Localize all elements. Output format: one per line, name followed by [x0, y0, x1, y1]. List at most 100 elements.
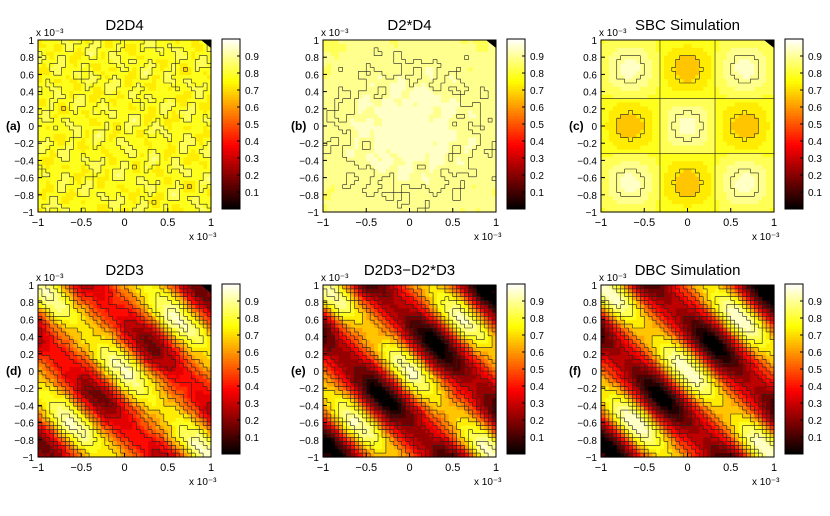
heatmap-cell [112, 208, 118, 213]
heatmap-cell [362, 153, 367, 158]
heatmap-cell [183, 118, 189, 123]
heatmap-cell [770, 63, 775, 68]
heatmap-cell [334, 59, 340, 65]
heatmap-cell [679, 55, 685, 61]
heatmap-cell [683, 71, 689, 76]
heatmap-cell [203, 157, 208, 162]
heatmap-cell [65, 208, 71, 213]
heatmap-cell [175, 172, 181, 178]
colorbar-segment [222, 86, 240, 90]
heatmap-cell [85, 63, 90, 68]
heatmap-cell [175, 129, 181, 135]
heatmap-cell [413, 149, 418, 154]
heatmap-cell [409, 122, 415, 127]
heatmap-cell [766, 79, 771, 84]
heatmap-cell [417, 63, 422, 68]
heatmap-cell [136, 133, 141, 139]
heatmap-cell [381, 153, 387, 158]
heatmap-cell [108, 149, 114, 154]
heatmap-cell [183, 176, 189, 182]
heatmap-cell [456, 165, 462, 170]
heatmap-cell [472, 180, 477, 186]
heatmap-cell [69, 83, 74, 88]
heatmap-cell [191, 118, 196, 123]
heatmap-cell [378, 153, 383, 158]
heatmap-cell [159, 63, 165, 68]
heatmap-cell [195, 67, 200, 72]
heatmap-cell [61, 86, 67, 92]
heatmap-cell [476, 165, 481, 170]
heatmap-cell [49, 133, 55, 139]
heatmap-cell [492, 106, 497, 111]
heatmap-cell [65, 133, 71, 139]
heatmap-cell [480, 51, 485, 57]
heatmap-cell [163, 110, 169, 115]
heatmap-cell [754, 106, 759, 111]
heatmap-cell [136, 102, 141, 108]
heatmap-cell [183, 165, 189, 170]
heatmap-cell [155, 75, 161, 80]
heatmap-cell [195, 157, 200, 162]
heatmap-cell [73, 55, 78, 61]
heatmap-cell [175, 40, 181, 45]
heatmap-cell [152, 161, 157, 166]
heatmap-cell [207, 126, 212, 131]
heatmap-cell [108, 98, 114, 104]
heatmap-cell [437, 180, 442, 186]
heatmap-cell [707, 75, 712, 80]
heatmap-cell [338, 153, 344, 158]
heatmap-cell [421, 110, 426, 115]
heatmap-cell [41, 137, 47, 143]
heatmap-cell [326, 126, 332, 131]
heatmap-cell [49, 122, 55, 127]
heatmap-cell [464, 141, 470, 147]
heatmap-cell [425, 200, 430, 205]
heatmap-cell [738, 47, 744, 53]
heatmap-cell [334, 83, 340, 88]
heatmap-cell [378, 161, 383, 166]
heatmap-cell [370, 184, 375, 190]
heatmap-cell [726, 106, 732, 111]
heatmap-cell [695, 75, 700, 80]
heatmap-cell [354, 98, 359, 104]
heatmap-cell [703, 71, 708, 76]
heatmap-cell [492, 172, 497, 178]
heatmap-cell [136, 40, 141, 45]
heatmap-cell [444, 118, 450, 123]
heatmap-cell [608, 67, 614, 72]
heatmap-cell [65, 118, 71, 123]
heatmap-cell [38, 118, 43, 123]
heatmap-cell [464, 161, 470, 166]
heatmap-cell [476, 83, 481, 88]
heatmap-cell [695, 71, 700, 76]
heatmap-cell [167, 40, 173, 45]
heatmap-cell [766, 90, 771, 96]
heatmap-cell [444, 51, 450, 57]
heatmap-cell [175, 43, 181, 49]
heatmap-cell [738, 55, 744, 61]
heatmap-cell [468, 94, 474, 100]
heatmap-cell [711, 83, 716, 88]
heatmap-cell [766, 43, 771, 49]
heatmap-cell [45, 47, 51, 53]
heatmap-cell [444, 40, 450, 45]
heatmap-cell [152, 94, 157, 100]
heatmap-cell [381, 169, 387, 174]
heatmap-cell [468, 188, 474, 194]
heatmap-cell [484, 43, 489, 49]
heatmap-cell [460, 90, 466, 96]
heatmap-cell [45, 141, 51, 147]
heatmap-cell [460, 59, 466, 65]
heatmap-cell [38, 208, 43, 213]
heatmap-cell [409, 200, 415, 205]
heatmap-cell [41, 67, 47, 72]
heatmap-cell [45, 145, 51, 151]
heatmap-cell [49, 129, 55, 135]
heatmap-cell [480, 47, 485, 53]
heatmap-cell [73, 149, 78, 154]
heatmap-cell [378, 145, 383, 151]
heatmap-cell [140, 110, 145, 115]
heatmap-cell [393, 90, 399, 96]
heatmap-cell [464, 110, 470, 115]
heatmap-cell [601, 90, 606, 96]
